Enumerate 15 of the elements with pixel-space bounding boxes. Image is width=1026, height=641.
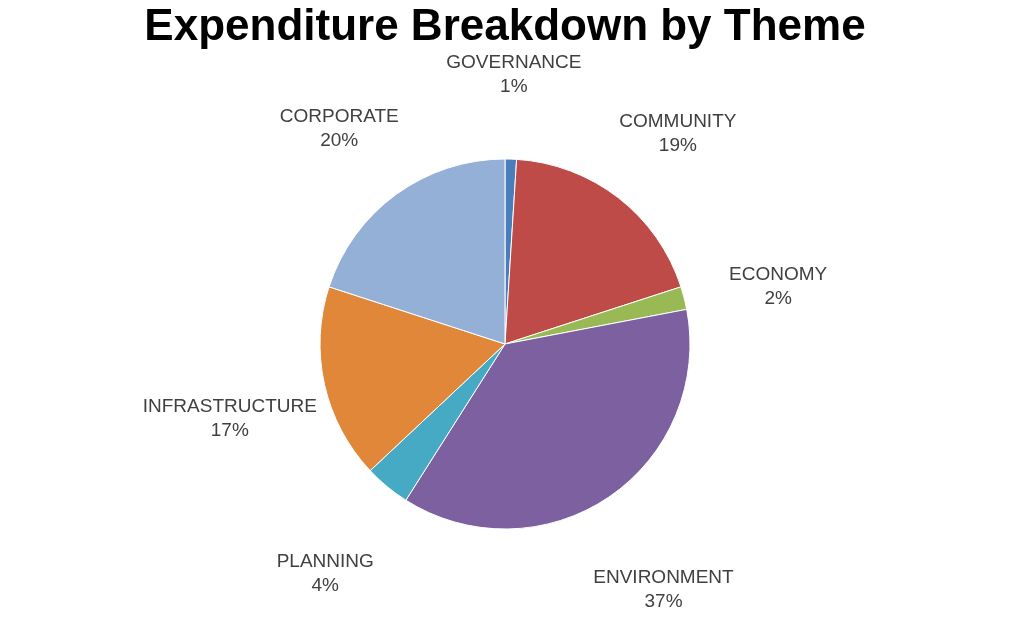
slice-label: CORPORATE: [279, 104, 399, 126]
slice-label: COMMUNITY: [619, 110, 737, 132]
slice-label: ECONOMY: [729, 262, 828, 284]
data-label: 2%: [764, 286, 792, 308]
slice-label: PLANNING: [276, 550, 374, 572]
data-label: 1%: [500, 75, 528, 97]
data-label: 17%: [210, 418, 249, 440]
data-label: 37%: [644, 590, 683, 612]
data-label: 4%: [311, 574, 340, 596]
data-label: 19%: [658, 134, 697, 156]
slice-label: ENVIRONMENT: [593, 566, 735, 588]
slice-label: INFRASTRUCTURE: [142, 394, 317, 416]
data-label: 20%: [320, 128, 359, 150]
chart-title: Expenditure Breakdown by Theme: [144, 0, 866, 50]
slice-label: GOVERNANCE: [446, 51, 582, 73]
